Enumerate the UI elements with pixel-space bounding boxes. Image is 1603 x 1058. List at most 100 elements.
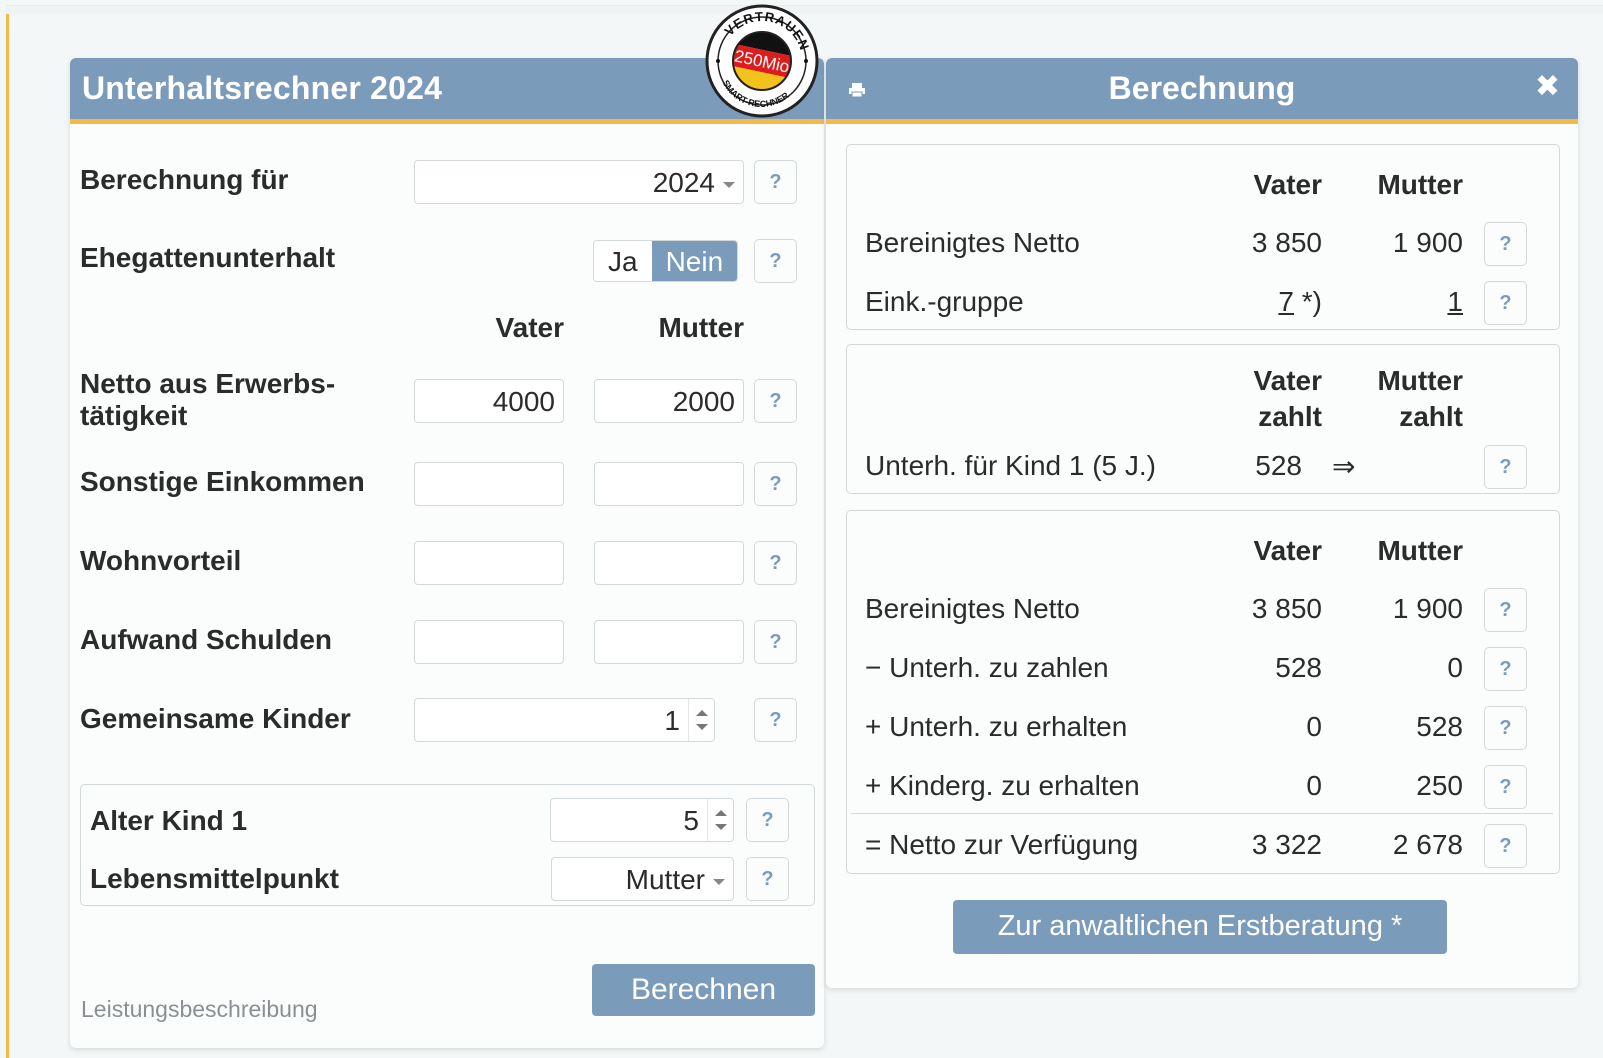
child-benefit-label: + Kinderg. zu erhalten (865, 770, 1140, 801)
chevron-down-icon[interactable] (695, 724, 708, 730)
children-count-value: 1 (664, 705, 680, 736)
income-group-father: 7 *) (1177, 286, 1322, 318)
child-support-payer-card: Vater zahlt Mutter zahlt Unterh. für Kin… (846, 344, 1560, 494)
help-button-net-income[interactable]: ? (754, 379, 797, 423)
close-icon[interactable]: ✖ (1534, 70, 1560, 103)
card1-adjusted-net-label: Bereinigtes Netto (865, 227, 1080, 258)
income-group-mother: 1 (1317, 286, 1463, 318)
card2-mother-head-line1: Mutter (1377, 365, 1463, 396)
help-button-income-group[interactable]: ? (1484, 281, 1527, 325)
help-button-year[interactable]: ? (754, 160, 797, 204)
chevron-up-icon[interactable] (695, 710, 708, 716)
help-button-child-age[interactable]: ? (746, 798, 789, 842)
card3-adjusted-net-mother: 1 900 (1392, 593, 1463, 624)
spousal-support-toggle: Ja Nein (593, 240, 739, 282)
income-group-card: Vater Mutter Bereinigtes Netto 3 850 1 9… (846, 144, 1560, 330)
card1-adjusted-net-mother: 1 900 (1392, 227, 1463, 258)
support-to-receive-mother: 528 (1416, 711, 1463, 742)
card2-column-father-pays: Vater zahlt (1177, 363, 1323, 435)
support-to-pay-mother: 0 (1447, 652, 1463, 683)
other-income-father-input[interactable] (414, 462, 564, 506)
calculator-header: Unterhaltsrechner 2024 (70, 58, 824, 124)
child-1-age-value: 5 (683, 805, 699, 836)
net-income-mother-input[interactable]: 2000 (594, 379, 744, 423)
help-button-housing-benefit[interactable]: ? (754, 541, 797, 585)
trust-seal-logo: VERTRAUEN SMART-RECHNER 250Mio (705, 4, 819, 118)
help-button-support-to-receive[interactable]: ? (1484, 706, 1527, 750)
help-button-child-support[interactable]: ? (1484, 445, 1527, 489)
result-title: Berechnung (1108, 70, 1296, 106)
page-top-border (6, 5, 1603, 14)
debt-expense-mother-input[interactable] (594, 620, 744, 664)
page-left-accent (6, 14, 9, 1058)
chevron-down-icon (713, 878, 725, 885)
card2-mother-head-line2: zahlt (1399, 401, 1463, 432)
help-button-support-to-pay[interactable]: ? (1484, 647, 1527, 691)
year-value: 2024 (652, 167, 715, 198)
net-available-card: Vater Mutter Bereinigtes Netto 3 850 1 9… (846, 510, 1560, 874)
spousal-support-label: Ehegattenunterhalt (80, 242, 336, 273)
card3-adjusted-net-label: Bereinigtes Netto (865, 593, 1080, 624)
net-available-father: 3 322 (1251, 829, 1322, 860)
calculator-panel: Unterhaltsrechner 2024 Berechnung für 20… (70, 58, 824, 1048)
net-available-mother: 2 678 (1392, 829, 1463, 860)
card2-column-mother-pays: Mutter zahlt (1317, 363, 1463, 435)
help-button-children[interactable]: ? (754, 698, 797, 742)
help-button-net-available[interactable]: ? (1484, 824, 1527, 868)
residence-select[interactable]: Mutter (551, 857, 734, 901)
column-mother: Mutter (658, 312, 744, 343)
payment-direction-arrow-icon: ⇒ (1332, 451, 1356, 482)
other-income-label: Sonstige Einkommen (80, 466, 365, 497)
chevron-up-icon[interactable] (714, 810, 727, 816)
calculate-button[interactable]: Berechnen (592, 964, 815, 1016)
service-description-link[interactable]: Leistungsbeschreibung (81, 996, 318, 1022)
card1-adjusted-net-father: 3 850 (1251, 227, 1322, 258)
help-button-other-income[interactable]: ? (754, 462, 797, 506)
help-button-card3-net[interactable]: ? (1484, 588, 1527, 632)
net-income-label: Netto aus Erwerbs- tätigkeit (80, 368, 335, 432)
housing-benefit-mother-input[interactable] (594, 541, 744, 585)
child-1-age-stepper[interactable]: 5 (550, 798, 734, 842)
other-income-mother-input[interactable] (594, 462, 744, 506)
year-select[interactable]: 2024 (414, 160, 744, 204)
child-benefit-father: 0 (1306, 770, 1322, 801)
card1-column-mother: Mutter (1377, 169, 1463, 200)
support-to-pay-label: − Unterh. zu zahlen (865, 652, 1109, 683)
child-1-support-father: 528 (1255, 450, 1302, 481)
income-group-father-link[interactable]: 7 (1278, 286, 1294, 317)
income-group-label: Eink.-gruppe (865, 286, 1024, 317)
child-1-age-spinner[interactable] (707, 799, 733, 841)
card2-father-head-line1: Vater (1253, 365, 1323, 396)
column-father: Vater (495, 312, 565, 343)
child-1-support-label: Unterh. für Kind 1 (5 J.) (865, 450, 1157, 481)
housing-benefit-father-input[interactable] (414, 541, 564, 585)
card1-column-father: Vater (1253, 169, 1323, 200)
card3-adjusted-net-father: 3 850 (1251, 593, 1322, 624)
chevron-down-icon[interactable] (714, 824, 727, 830)
child-1-section: Alter Kind 1 5 ? Lebensmittelpunkt Mutte… (80, 784, 815, 906)
total-divider (851, 813, 1553, 814)
chevron-down-icon (723, 181, 735, 188)
income-group-mother-link[interactable]: 1 (1447, 286, 1463, 317)
child-benefit-mother: 250 (1416, 770, 1463, 801)
support-to-receive-label: + Unterh. zu erhalten (865, 711, 1128, 742)
help-button-child-benefit[interactable]: ? (1484, 765, 1527, 809)
debt-expense-label: Aufwand Schulden (80, 624, 332, 655)
legal-consultation-button[interactable]: Zur anwaltlichen Erstberatung * (953, 900, 1447, 954)
help-button-spousal[interactable]: ? (754, 239, 797, 283)
net-income-label-line1: Netto aus Erwerbs- (80, 368, 336, 399)
net-available-label: = Netto zur Verfügung (865, 829, 1139, 860)
net-income-father-input[interactable]: 4000 (414, 379, 564, 423)
card2-father-head-line2: zahlt (1258, 401, 1322, 432)
income-group-footnote: *) (1294, 286, 1322, 317)
print-icon[interactable] (848, 82, 866, 98)
net-income-label-line2: tätigkeit (80, 400, 188, 431)
spousal-no-option[interactable]: Nein (651, 241, 738, 281)
help-button-card1-net[interactable]: ? (1484, 222, 1527, 266)
help-button-debt-expense[interactable]: ? (754, 620, 797, 664)
children-count-stepper[interactable]: 1 (414, 698, 715, 742)
debt-expense-father-input[interactable] (414, 620, 564, 664)
children-count-spinner[interactable] (688, 699, 714, 741)
spousal-yes-option[interactable]: Ja (594, 241, 652, 281)
help-button-residence[interactable]: ? (746, 857, 789, 901)
